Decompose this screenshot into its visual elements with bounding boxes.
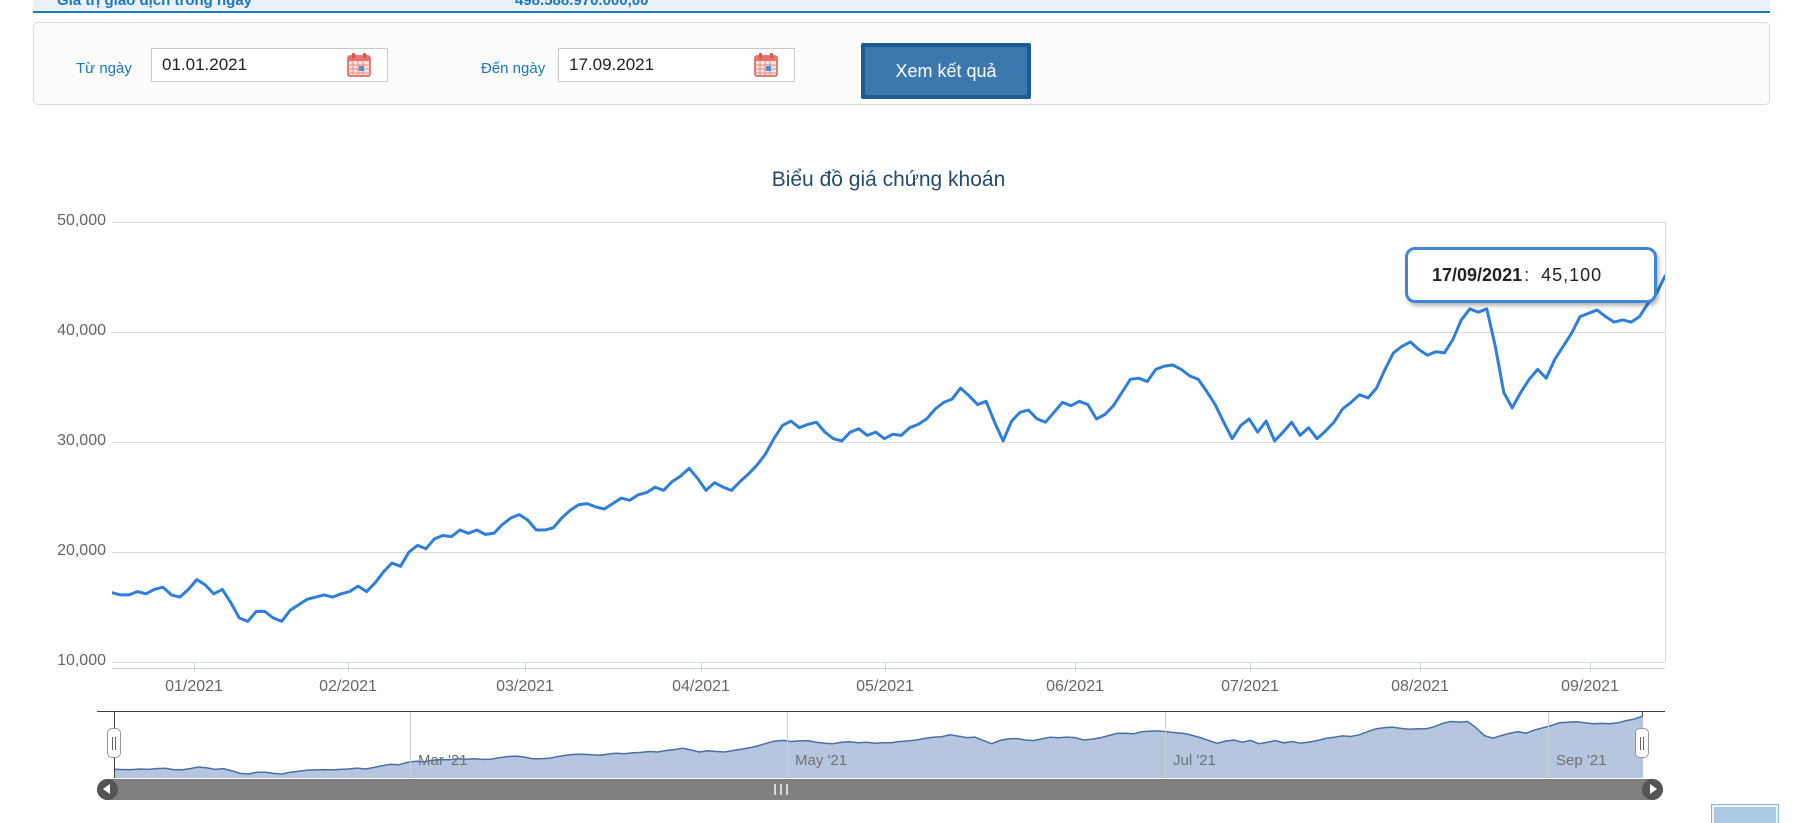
x-axis-label: 09/2021: [1561, 678, 1619, 695]
to-date-label: Đến ngày: [481, 60, 546, 77]
y-gridline: [112, 332, 1665, 333]
chart-tooltip: 17/09/2021: 45,100: [1405, 247, 1657, 303]
navigator-month-label: Jul '21: [1173, 752, 1216, 769]
y-gridline: [112, 222, 1665, 223]
x-axis-label: 02/2021: [319, 678, 377, 695]
tooltip-date: 17/09/2021: [1432, 264, 1523, 285]
y-axis-label: 50,000: [57, 212, 106, 229]
x-axis-tick: [1075, 663, 1076, 672]
navigator-gridline: [1165, 712, 1166, 777]
chart-title: Biểu đồ giá chứng khoán: [771, 168, 1006, 191]
navigator-right-handle[interactable]: [1635, 728, 1649, 758]
transaction-value-bar: Giá trị giao dịch trong ngày 498.588.970…: [33, 0, 1770, 13]
x-axis-tick: [1420, 663, 1421, 672]
x-axis-line: [112, 668, 1665, 669]
navigator-gridline: [787, 712, 788, 777]
scrollbar-track[interactable]: [97, 779, 1663, 800]
x-axis-tick: [194, 663, 195, 672]
navigator-gridline: [1548, 712, 1549, 777]
navigator-area-line: [115, 715, 1643, 775]
plot-right-border: [1665, 222, 1666, 662]
y-gridline: [112, 442, 1665, 443]
to-date-field: [558, 48, 795, 82]
x-axis-label: 04/2021: [672, 678, 730, 695]
x-axis-tick: [348, 663, 349, 672]
y-gridline: [112, 552, 1665, 553]
x-axis-tick: [1250, 663, 1251, 672]
navigator-month-label: Mar '21: [418, 752, 468, 769]
left-arrow-icon: [103, 784, 110, 794]
from-date-label: Từ ngày: [76, 60, 132, 77]
y-axis-label: 30,000: [57, 432, 106, 449]
navigator-month-label: May '21: [795, 752, 848, 769]
tooltip-value: 45,100: [1541, 264, 1603, 285]
scrollbar-grip-icon[interactable]: [774, 784, 788, 795]
price-line-series[interactable]: [112, 274, 1665, 623]
right-arrow-icon: [1650, 784, 1657, 794]
x-axis-label: 07/2021: [1221, 678, 1279, 695]
y-axis-label: 40,000: [57, 322, 106, 339]
scrollbar-right-arrow[interactable]: [1642, 779, 1663, 800]
x-axis-label: 05/2021: [856, 678, 914, 695]
date-filter-panel: Từ ngày Đến ngày Xem k: [33, 22, 1770, 105]
view-results-button[interactable]: Xem kết quả: [861, 43, 1031, 99]
x-axis-tick: [525, 663, 526, 672]
y-axis-label: 20,000: [57, 542, 106, 559]
y-axis-label: 10,000: [57, 652, 106, 669]
chart-plot-area[interactable]: [112, 222, 1665, 662]
x-axis-label: 01/2021: [165, 678, 223, 695]
x-axis-label: 06/2021: [1046, 678, 1104, 695]
navigator-left-handle[interactable]: [107, 728, 121, 758]
tooltip-separator: :: [1524, 264, 1530, 285]
x-axis-tick: [701, 663, 702, 672]
transaction-value: 498.588.970.000,00: [515, 0, 649, 9]
x-axis-label: 08/2021: [1391, 678, 1449, 695]
transaction-value-label: Giá trị giao dịch trong ngày: [57, 0, 253, 9]
navigator-gridline: [410, 712, 411, 777]
calendar-icon[interactable]: [753, 52, 779, 78]
navigator-area-fill: [115, 716, 1643, 778]
x-axis-tick: [885, 663, 886, 672]
x-axis-tick: [1590, 663, 1591, 672]
navigator-area[interactable]: [115, 712, 1643, 778]
bottom-right-partial-button[interactable]: [1711, 804, 1779, 823]
x-axis-label: 03/2021: [496, 678, 554, 695]
navigator-month-label: Sep '21: [1556, 752, 1607, 769]
navigator-outline: [97, 711, 1665, 712]
y-gridline: [112, 662, 1665, 663]
from-date-field: [151, 48, 388, 82]
calendar-icon[interactable]: [346, 52, 372, 78]
scrollbar-left-arrow[interactable]: [97, 779, 118, 800]
